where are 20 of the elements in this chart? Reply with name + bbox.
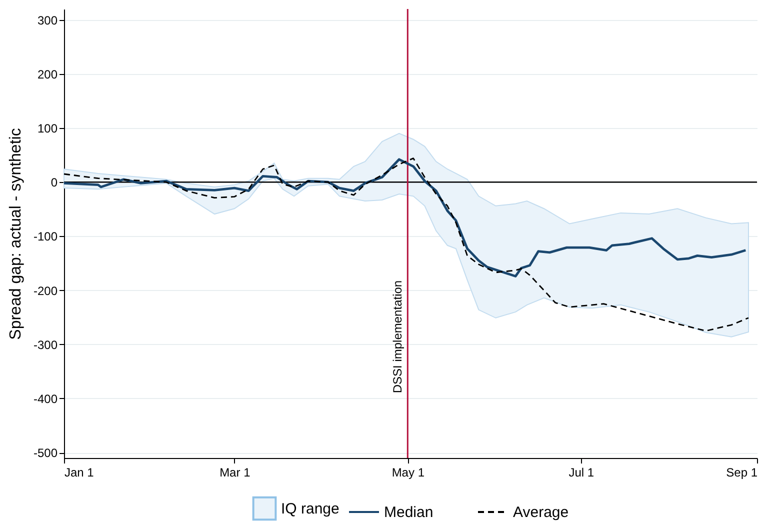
y-tick-label: -500 bbox=[33, 446, 58, 460]
x-tick-label: Mar 1 bbox=[220, 466, 251, 480]
y-axis-title: Spread gap: actual - synthetic bbox=[7, 128, 24, 340]
y-tick-label: -200 bbox=[33, 284, 58, 298]
line-series bbox=[62, 158, 747, 278]
y-tick-label: -300 bbox=[33, 338, 58, 352]
y-tick-label: 0 bbox=[50, 176, 58, 190]
ref-line-label: DSSI implementation bbox=[390, 280, 405, 394]
legend-label: Median bbox=[384, 504, 434, 521]
y-tick-label: 300 bbox=[37, 13, 58, 28]
y-tick-label: -400 bbox=[33, 392, 58, 406]
x-tick-label: May 1 bbox=[392, 466, 425, 480]
x-tick-label: Sep 1 bbox=[726, 466, 758, 480]
y-tick-label: 100 bbox=[37, 122, 58, 136]
y-tick-label: 200 bbox=[37, 67, 58, 82]
x-tick-label: Jul 1 bbox=[568, 466, 594, 480]
x-tick-label: Jan 1 bbox=[64, 466, 94, 480]
legend-label: Average bbox=[513, 504, 569, 521]
y-tick-label: -100 bbox=[33, 230, 58, 244]
legend-label: IQ range bbox=[281, 500, 340, 518]
